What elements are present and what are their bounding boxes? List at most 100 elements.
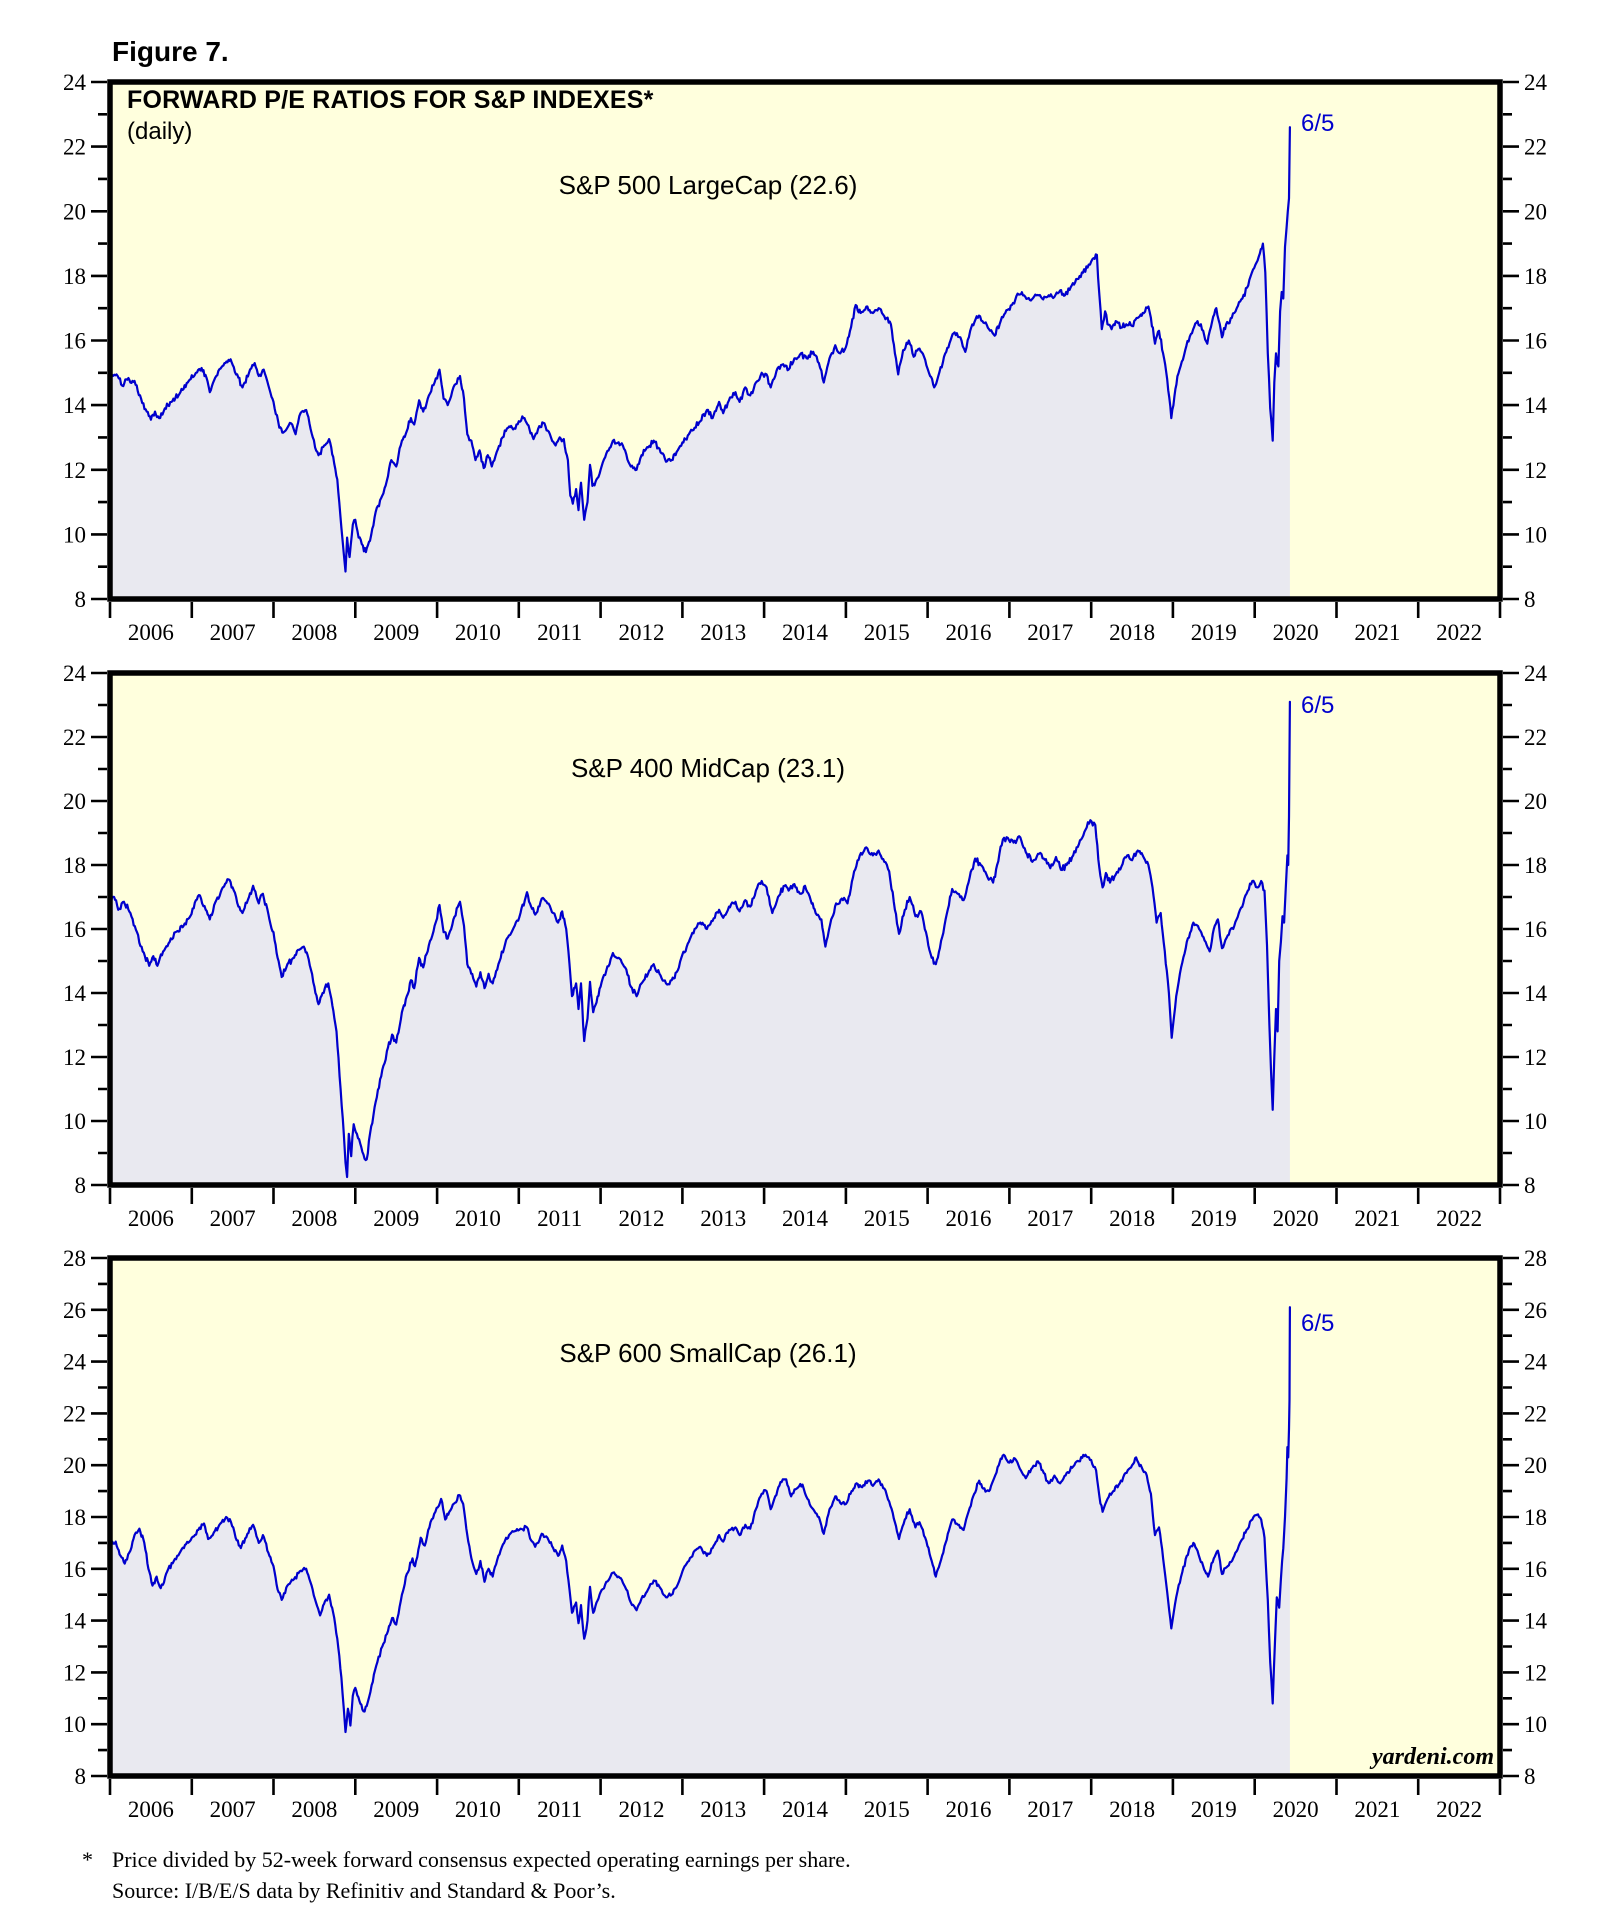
y-tick-label-left: 18 xyxy=(63,1505,86,1530)
y-tick-label-right: 24 xyxy=(1524,70,1548,95)
x-tick-label: 2007 xyxy=(210,1206,256,1231)
y-tick-label-left: 24 xyxy=(63,661,87,686)
y-tick-label-left: 10 xyxy=(63,522,86,547)
x-tick-label: 2011 xyxy=(537,1797,582,1822)
x-tick-label: 2006 xyxy=(128,1206,174,1231)
x-tick-label: 2017 xyxy=(1027,620,1073,645)
y-tick-label-right: 22 xyxy=(1524,725,1547,750)
y-tick-label-left: 20 xyxy=(63,1453,86,1478)
footnote-source: Source: I/B/E/S data by Refinitiv and St… xyxy=(112,1878,616,1903)
x-tick-label: 2020 xyxy=(1273,1797,1319,1822)
y-tick-label-right: 10 xyxy=(1524,1109,1547,1134)
x-tick-label: 2014 xyxy=(782,1797,829,1822)
y-tick-label-left: 16 xyxy=(63,1557,86,1582)
series-area-fill xyxy=(110,127,1290,599)
figure-label: Figure 7. xyxy=(112,36,229,67)
y-tick-label-left: 24 xyxy=(63,70,87,95)
series-area-fill xyxy=(110,701,1290,1185)
x-tick-label: 2015 xyxy=(864,620,910,645)
y-tick-label-right: 24 xyxy=(1524,1350,1548,1375)
series-line xyxy=(108,700,1292,1179)
panel-title-sp600-smallcap: S&P 600 SmallCap (26.1) xyxy=(559,1338,857,1368)
y-tick-label-left: 24 xyxy=(63,1350,87,1375)
x-tick-label: 2013 xyxy=(700,1206,746,1231)
y-tick-label-right: 22 xyxy=(1524,1401,1547,1426)
y-tick-label-left: 8 xyxy=(75,1764,87,1789)
y-tick-label-left: 20 xyxy=(63,789,86,814)
x-tick-label: 2006 xyxy=(128,1797,174,1822)
x-tick-label: 2014 xyxy=(782,1206,829,1231)
x-tick-label: 2012 xyxy=(619,1797,665,1822)
y-tick-label-left: 22 xyxy=(63,725,86,750)
y-tick-label-right: 16 xyxy=(1524,1557,1547,1582)
y-tick-label-left: 16 xyxy=(63,917,86,942)
plot-frame xyxy=(107,79,1503,602)
plot-frame xyxy=(107,670,1503,1188)
x-tick-label: 2009 xyxy=(373,1797,419,1822)
x-tick-label: 2012 xyxy=(619,620,665,645)
series-line xyxy=(108,126,1292,573)
y-tick-label-right: 16 xyxy=(1524,329,1547,354)
y-tick-label-right: 16 xyxy=(1524,917,1547,942)
x-tick-label: 2011 xyxy=(537,620,582,645)
y-tick-label-right: 20 xyxy=(1524,789,1547,814)
x-tick-label: 2008 xyxy=(291,620,337,645)
y-tick-label-right: 20 xyxy=(1524,1453,1547,1478)
x-tick-label: 2021 xyxy=(1354,1206,1400,1231)
y-tick-label-left: 16 xyxy=(63,329,86,354)
x-tick-label: 2010 xyxy=(455,620,501,645)
chart-main-title: FORWARD P/E RATIOS FOR S&P INDEXES* xyxy=(127,86,654,114)
y-tick-label-left: 12 xyxy=(63,1660,86,1685)
x-tick-label: 2007 xyxy=(210,620,256,645)
axis-ticks xyxy=(91,1256,1519,1795)
y-tick-label-right: 24 xyxy=(1524,661,1548,686)
y-tick-label-right: 8 xyxy=(1524,587,1536,612)
x-tick-label: 2013 xyxy=(700,620,746,645)
y-tick-label-right: 14 xyxy=(1524,393,1548,418)
x-tick-label: 2022 xyxy=(1436,1206,1482,1231)
y-tick-label-right: 14 xyxy=(1524,981,1548,1006)
x-tick-label: 2008 xyxy=(291,1206,337,1231)
y-tick-label-right: 18 xyxy=(1524,264,1547,289)
y-tick-label-left: 22 xyxy=(63,135,86,160)
x-tick-label: 2018 xyxy=(1109,620,1155,645)
x-tick-label: 2014 xyxy=(782,620,829,645)
plot-frame xyxy=(107,1255,1503,1779)
x-tick-label: 2018 xyxy=(1109,1206,1155,1231)
x-tick-label: 2006 xyxy=(128,620,174,645)
x-tick-label: 2018 xyxy=(1109,1797,1155,1822)
y-tick-label-right: 8 xyxy=(1524,1173,1536,1198)
x-tick-label: 2009 xyxy=(373,620,419,645)
y-tick-label-right: 12 xyxy=(1524,458,1547,483)
y-tick-label-right: 18 xyxy=(1524,1505,1547,1530)
x-tick-label: 2019 xyxy=(1191,620,1237,645)
y-tick-label-left: 20 xyxy=(63,199,86,224)
x-tick-label: 2020 xyxy=(1273,1206,1319,1231)
y-tick-label-left: 12 xyxy=(63,458,86,483)
y-tick-label-right: 18 xyxy=(1524,853,1547,878)
y-tick-label-left: 8 xyxy=(75,587,87,612)
y-tick-label-left: 18 xyxy=(63,264,86,289)
latest-date-annotation-largecap: 6/5 xyxy=(1301,110,1335,137)
y-tick-label-right: 28 xyxy=(1524,1246,1547,1271)
y-tick-label-left: 22 xyxy=(63,1401,86,1426)
x-tick-label: 2012 xyxy=(619,1206,665,1231)
x-tick-label: 2016 xyxy=(946,1797,992,1822)
y-tick-label-right: 26 xyxy=(1524,1298,1547,1323)
y-tick-label-left: 18 xyxy=(63,853,86,878)
y-tick-label-right: 12 xyxy=(1524,1660,1547,1685)
x-tick-label: 2010 xyxy=(455,1206,501,1231)
panel-title-sp500-largecap: S&P 500 LargeCap (22.6) xyxy=(558,170,858,200)
y-tick-label-left: 8 xyxy=(75,1173,87,1198)
y-tick-label-left: 12 xyxy=(63,1045,86,1070)
latest-date-annotation-smallcap: 6/5 xyxy=(1301,1310,1335,1337)
axis-ticks xyxy=(91,80,1519,618)
y-tick-label-left: 10 xyxy=(63,1712,86,1737)
x-tick-label: 2017 xyxy=(1027,1797,1073,1822)
footnote-marker: * xyxy=(82,1847,93,1872)
